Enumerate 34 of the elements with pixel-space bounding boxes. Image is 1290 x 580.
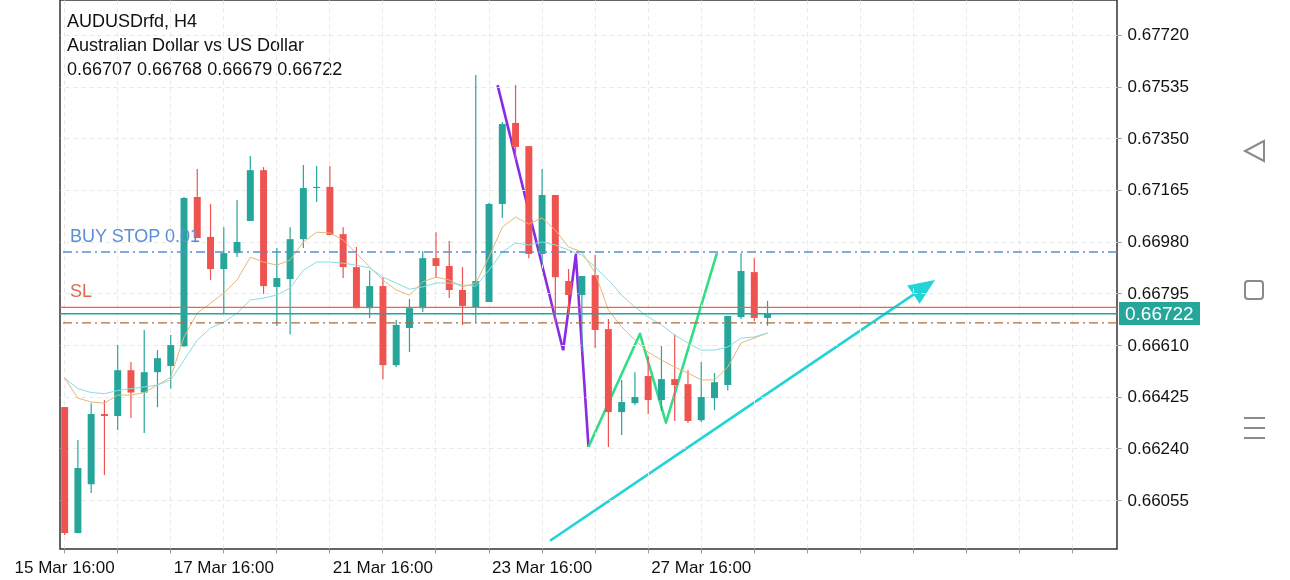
candlestick (154, 349, 161, 408)
x-tick-label: 27 Mar 16:00 (651, 557, 752, 577)
y-tick-label: 0.67535 (1127, 77, 1189, 97)
x-tick-label: 17 Mar 16:00 (173, 557, 274, 577)
candlestick (127, 361, 135, 419)
candlestick (697, 361, 705, 423)
candlestick (631, 371, 639, 406)
candlestick (565, 268, 573, 316)
candlestick (167, 334, 175, 390)
ref-line-label: SL (70, 281, 93, 302)
y-tick-label: 0.66795 (1127, 283, 1189, 303)
y-tick-label: 0.66055 (1127, 490, 1189, 510)
y-tick-label: 0.66425 (1127, 387, 1189, 407)
candlestick (618, 379, 626, 436)
y-tick-label: 0.67350 (1127, 128, 1189, 148)
candlestick (711, 372, 718, 411)
text: Australian Dollar vs US Dollar (67, 34, 306, 57)
y-tick-label: 0.66240 (1127, 438, 1189, 458)
annotation: 0.66707 0.66768 0.66679 0.66722 (67, 58, 343, 81)
y-tick-label: 0.66980 (1127, 232, 1189, 252)
y-tick-label: 0.67165 (1127, 180, 1189, 200)
x-tick-label: 21 Mar 16:00 (332, 557, 434, 577)
candlestick (657, 345, 665, 412)
candlestick (459, 266, 466, 326)
y-tick-label: 0.66610 (1127, 335, 1189, 355)
x-tick-label: 23 Mar 16:00 (491, 557, 593, 577)
candlestick (100, 399, 108, 476)
y-tick-label: 0.67720 (1127, 25, 1189, 45)
ref-line-label: 0.66722 (1119, 302, 1200, 326)
candlestick (140, 329, 148, 434)
x-tick-label: 15 Mar 16:00 (14, 557, 115, 577)
text: AUDUSDrfd, H4 (67, 10, 199, 33)
line-series (64, 241, 769, 395)
candlestick (671, 333, 679, 422)
